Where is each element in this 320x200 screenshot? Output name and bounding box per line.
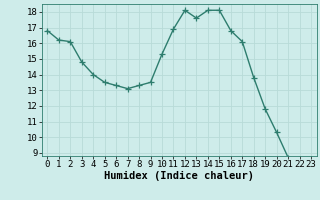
X-axis label: Humidex (Indice chaleur): Humidex (Indice chaleur) [104,171,254,181]
